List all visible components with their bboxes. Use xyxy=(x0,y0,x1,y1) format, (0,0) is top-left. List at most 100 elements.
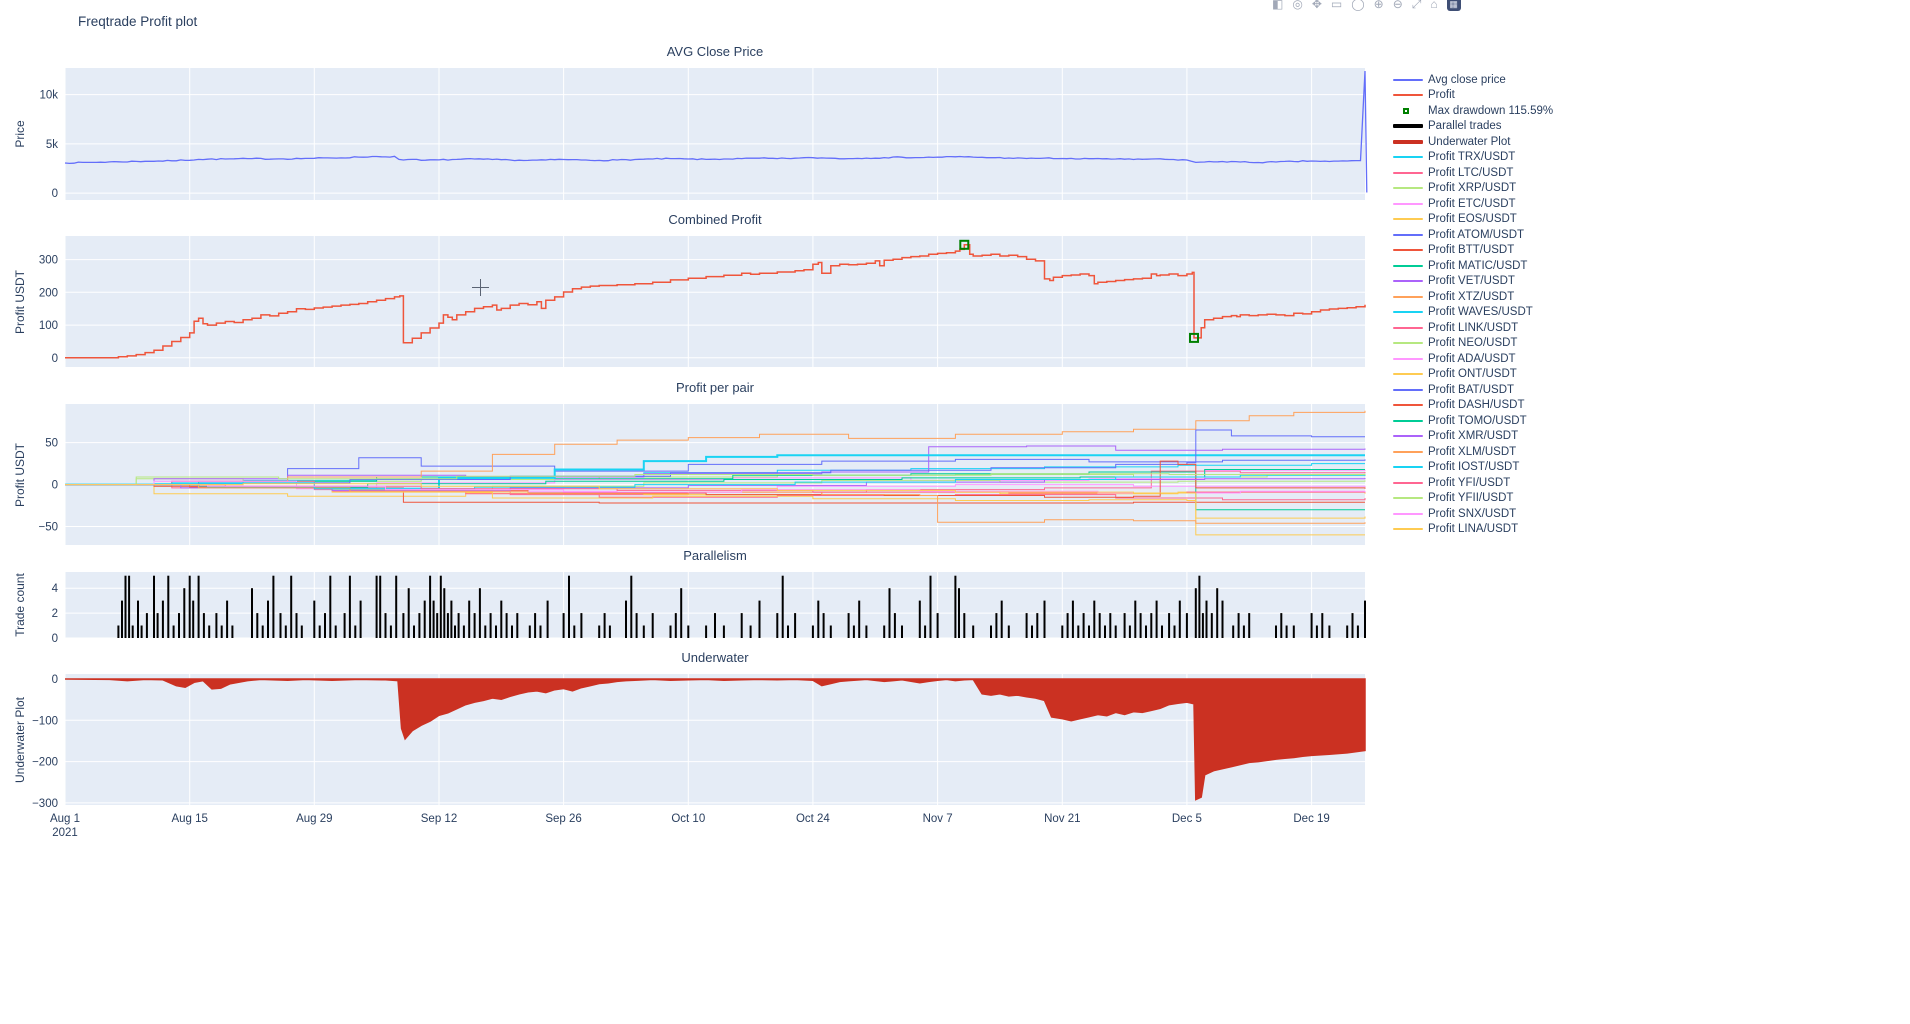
plot-area[interactable]: 0 5k 10k xyxy=(39,68,1368,200)
legend-item[interactable]: Profit ADA/USDT xyxy=(1393,351,1553,367)
legend-item[interactable]: Profit TRX/USDT xyxy=(1393,150,1553,166)
trade-count-bar xyxy=(183,588,186,638)
trade-count-bar xyxy=(178,613,180,638)
trade-count-bar xyxy=(261,625,264,638)
trade-count-bar xyxy=(1150,613,1153,638)
autoscale-icon[interactable]: ⤢ xyxy=(1411,0,1422,11)
legend-item[interactable]: Profit TOMO/USDT xyxy=(1393,413,1553,429)
legend-item[interactable]: Profit LTC/USDT xyxy=(1393,165,1553,181)
y-tick-label: 50 xyxy=(45,438,58,450)
x-tick-label: Nov 21 xyxy=(1044,813,1080,825)
legend-label: Profit EOS/USDT xyxy=(1428,213,1517,226)
x-tick-label: Oct 24 xyxy=(796,813,830,825)
legend-label: Profit LINA/USDT xyxy=(1428,523,1519,536)
legend-item[interactable]: Profit LINK/USDT xyxy=(1393,320,1553,336)
legend-item[interactable]: Profit BTT/USDT xyxy=(1393,243,1553,259)
plot-area[interactable]: 0 2 4 xyxy=(52,572,1366,645)
legend-item[interactable]: Profit IOST/USDT xyxy=(1393,460,1553,476)
trade-count-bar xyxy=(1292,625,1295,638)
legend-swatch-line xyxy=(1393,150,1423,166)
y-axis-label: Trade count xyxy=(13,573,27,637)
trade-count-bar xyxy=(226,600,229,638)
x-tick-label: Aug 1 xyxy=(50,813,80,825)
lasso-select-icon[interactable]: ◯ xyxy=(1351,0,1365,11)
legend-item[interactable]: Profit xyxy=(1393,88,1553,104)
trade-count-bar xyxy=(865,625,868,638)
trade-count-bar xyxy=(117,625,120,638)
trade-count-bar xyxy=(1168,613,1171,638)
trade-count-bar xyxy=(121,600,123,638)
trade-count-bar xyxy=(740,613,743,638)
zoom-icon[interactable]: ◎ xyxy=(1292,0,1303,11)
trade-count-bar xyxy=(1043,600,1046,638)
trade-count-bar xyxy=(511,625,513,638)
legend-label: Profit XMR/USDT xyxy=(1428,430,1519,443)
legend-item[interactable]: Profit ATOM/USDT xyxy=(1393,227,1553,243)
legend-item[interactable]: Profit XLM/USDT xyxy=(1393,444,1553,460)
plotly-logo-icon[interactable]: ▦ xyxy=(1446,0,1461,11)
zoom-in-icon[interactable]: ⊕ xyxy=(1373,0,1384,11)
legend-item[interactable]: Profit XTZ/USDT xyxy=(1393,289,1553,305)
legend-item[interactable]: Max drawdown 115.59% xyxy=(1393,103,1553,119)
plot-area[interactable]: −50 0 50 xyxy=(38,404,1366,545)
legend-item[interactable]: Parallel trades xyxy=(1393,119,1553,135)
y-tick-label: 300 xyxy=(39,255,58,267)
legend-item[interactable]: Profit MATIC/USDT xyxy=(1393,258,1553,274)
box-select-icon[interactable]: ▭ xyxy=(1330,0,1343,11)
trade-count-bar xyxy=(1104,625,1106,638)
trade-count-bar xyxy=(1173,625,1176,638)
legend-label: Profit YFI/USDT xyxy=(1428,476,1511,489)
trade-count-bar xyxy=(489,613,492,638)
series-line xyxy=(65,471,1365,511)
legend-item[interactable]: Profit XMR/USDT xyxy=(1393,429,1553,445)
trade-count-bar xyxy=(580,613,583,638)
y-tick-label: −300 xyxy=(32,798,58,810)
reset-axes-icon[interactable]: ⌂ xyxy=(1430,0,1438,11)
trade-count-bar xyxy=(883,625,886,638)
trade-count-bar xyxy=(749,625,752,638)
legend-swatch-square xyxy=(1393,103,1423,119)
legend-item[interactable]: Profit ONT/USDT xyxy=(1393,367,1553,383)
trade-count-bar xyxy=(817,600,820,638)
legend-item[interactable]: Profit DASH/USDT xyxy=(1393,398,1553,414)
trade-count-bar xyxy=(669,625,672,638)
legend-swatch-line xyxy=(1393,305,1423,321)
trade-count-bar xyxy=(495,625,497,638)
pan-icon[interactable]: ✥ xyxy=(1311,0,1322,11)
trade-count-bar xyxy=(220,625,223,638)
legend-swatch-line xyxy=(1393,413,1423,429)
legend-item[interactable]: Profit ETC/USDT xyxy=(1393,196,1553,212)
legend-item[interactable]: Profit EOS/USDT xyxy=(1393,212,1553,228)
legend-item[interactable]: Profit NEO/USDT xyxy=(1393,336,1553,352)
legend-item[interactable]: Profit LINA/USDT xyxy=(1393,522,1553,538)
trade-count-bar xyxy=(829,625,832,638)
trade-count-bar xyxy=(137,600,139,638)
plot-area[interactable]: 0 100 200 300 xyxy=(39,236,1366,367)
trade-count-bar xyxy=(413,625,415,638)
legend-item[interactable]: Avg close price xyxy=(1393,72,1553,88)
trade-count-bar xyxy=(1128,625,1131,638)
legend-item[interactable]: Profit VET/USDT xyxy=(1393,274,1553,290)
legend-item[interactable]: Profit YFI/USDT xyxy=(1393,475,1553,491)
legend-swatch-line xyxy=(1393,336,1423,352)
trade-count-bar xyxy=(705,625,708,638)
legend-item[interactable]: Profit SNX/USDT xyxy=(1393,506,1553,522)
legend-label: Profit ONT/USDT xyxy=(1428,368,1517,381)
trade-count-bar xyxy=(1315,625,1318,638)
trade-count-bar xyxy=(1364,600,1366,638)
legend-item[interactable]: Profit BAT/USDT xyxy=(1393,382,1553,398)
trade-count-bar xyxy=(318,625,321,638)
legend-item[interactable]: Underwater Plot xyxy=(1393,134,1553,150)
plot-area[interactable]: 0 −100 −200 −300 Aug 1 2021 Aug 15 Aug 29 Sep 12… xyxy=(32,674,1366,839)
legend-item[interactable]: Profit WAVES/USDT xyxy=(1393,305,1553,321)
y-tick-label: 2 xyxy=(52,608,58,620)
trade-count-bar xyxy=(1216,588,1219,638)
trade-count-bar xyxy=(251,588,253,638)
trade-count-bar xyxy=(446,613,449,638)
legend-item[interactable]: Profit YFII/USDT xyxy=(1393,491,1553,507)
y-tick-label: 0 xyxy=(52,480,58,492)
legend-item[interactable]: Profit XRP/USDT xyxy=(1393,181,1553,197)
zoom-out-icon[interactable]: ⊖ xyxy=(1392,0,1403,11)
camera-icon[interactable]: ◧ xyxy=(1272,0,1284,11)
trade-count-bar xyxy=(534,613,537,638)
